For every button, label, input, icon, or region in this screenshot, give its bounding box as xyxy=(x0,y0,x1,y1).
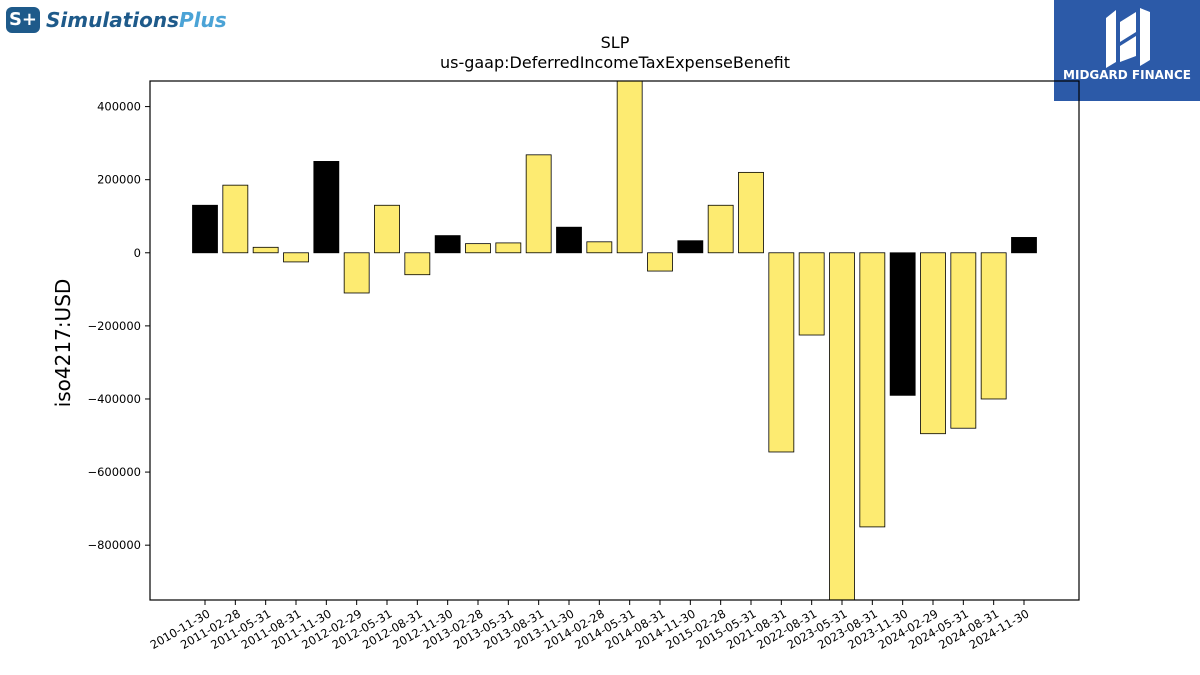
bar-2010-11-30 xyxy=(192,204,218,254)
bar-2024-05-31 xyxy=(950,252,977,429)
bar-2024-11-30 xyxy=(1011,237,1037,254)
simulations-plus-logo: S+ SimulationsPlus xyxy=(6,6,227,34)
y-tick-label: 0 xyxy=(134,246,141,260)
plot-frame xyxy=(149,80,1080,601)
logo-badge: S+ xyxy=(6,7,40,33)
bar-2011-08-31 xyxy=(283,252,309,263)
bar-2014-05-31 xyxy=(616,80,643,254)
y-tick-label: −800000 xyxy=(87,538,141,552)
midgard-finance-logo: MIDGARD FINANCE xyxy=(1054,0,1200,101)
logo-wordmark-accent: Plus xyxy=(179,8,227,32)
logo-wordmark: SimulationsPlus xyxy=(46,8,227,32)
y-tick-label: 400000 xyxy=(97,100,141,114)
y-tick-label: −200000 xyxy=(87,319,141,333)
midgard-wordmark: MIDGARD FINANCE xyxy=(1063,68,1191,82)
bar-2011-05-31 xyxy=(252,246,279,254)
logo-wordmark-main: Simulations xyxy=(46,8,179,32)
y-axis-label: iso4217:USD xyxy=(51,279,75,408)
bar-2012-02-29 xyxy=(343,252,370,294)
bar-2012-05-31 xyxy=(374,204,400,254)
y-tick-label: 200000 xyxy=(97,173,141,187)
bar-2012-11-30 xyxy=(434,235,461,254)
x-axis: 2010-11-302011-02-282011-05-312011-08-31… xyxy=(148,600,1032,652)
bar-2014-11-30 xyxy=(677,240,704,254)
bar-2013-02-28 xyxy=(465,243,491,254)
bar-2013-08-31 xyxy=(525,154,552,254)
chart-title: SLP xyxy=(601,33,630,52)
bar-2013-05-31 xyxy=(495,242,522,254)
bar-2024-08-31 xyxy=(980,252,1007,400)
bar-2012-08-31 xyxy=(404,252,431,276)
bars-group xyxy=(192,80,1037,601)
bar-2013-11-30 xyxy=(556,226,582,254)
y-tick-label: −400000 xyxy=(87,392,141,406)
bar-2023-11-30 xyxy=(889,252,916,396)
bar-2014-08-31 xyxy=(647,252,673,272)
y-axis: 400000 200000 0 −200000 −400000 −600000 −80000… xyxy=(87,100,150,552)
bar-2023-08-31 xyxy=(859,252,886,528)
bar-2023-05-31 xyxy=(829,252,855,601)
bar-2015-05-31 xyxy=(738,171,764,254)
bar-2011-02-28 xyxy=(222,184,249,254)
bar-2024-02-29 xyxy=(920,252,946,435)
midgard-emblem-icon xyxy=(1106,8,1150,68)
chart-subtitle: us-gaap:DeferredIncomeTaxExpenseBenefit xyxy=(440,53,790,72)
bar-2014-02-28 xyxy=(586,241,613,254)
bar-2022-08-31 xyxy=(798,252,825,336)
y-tick-label: −600000 xyxy=(87,465,141,479)
bar-2021-08-31 xyxy=(768,252,795,453)
bar-2011-11-30 xyxy=(313,161,340,254)
bar-2015-02-28 xyxy=(707,204,734,254)
